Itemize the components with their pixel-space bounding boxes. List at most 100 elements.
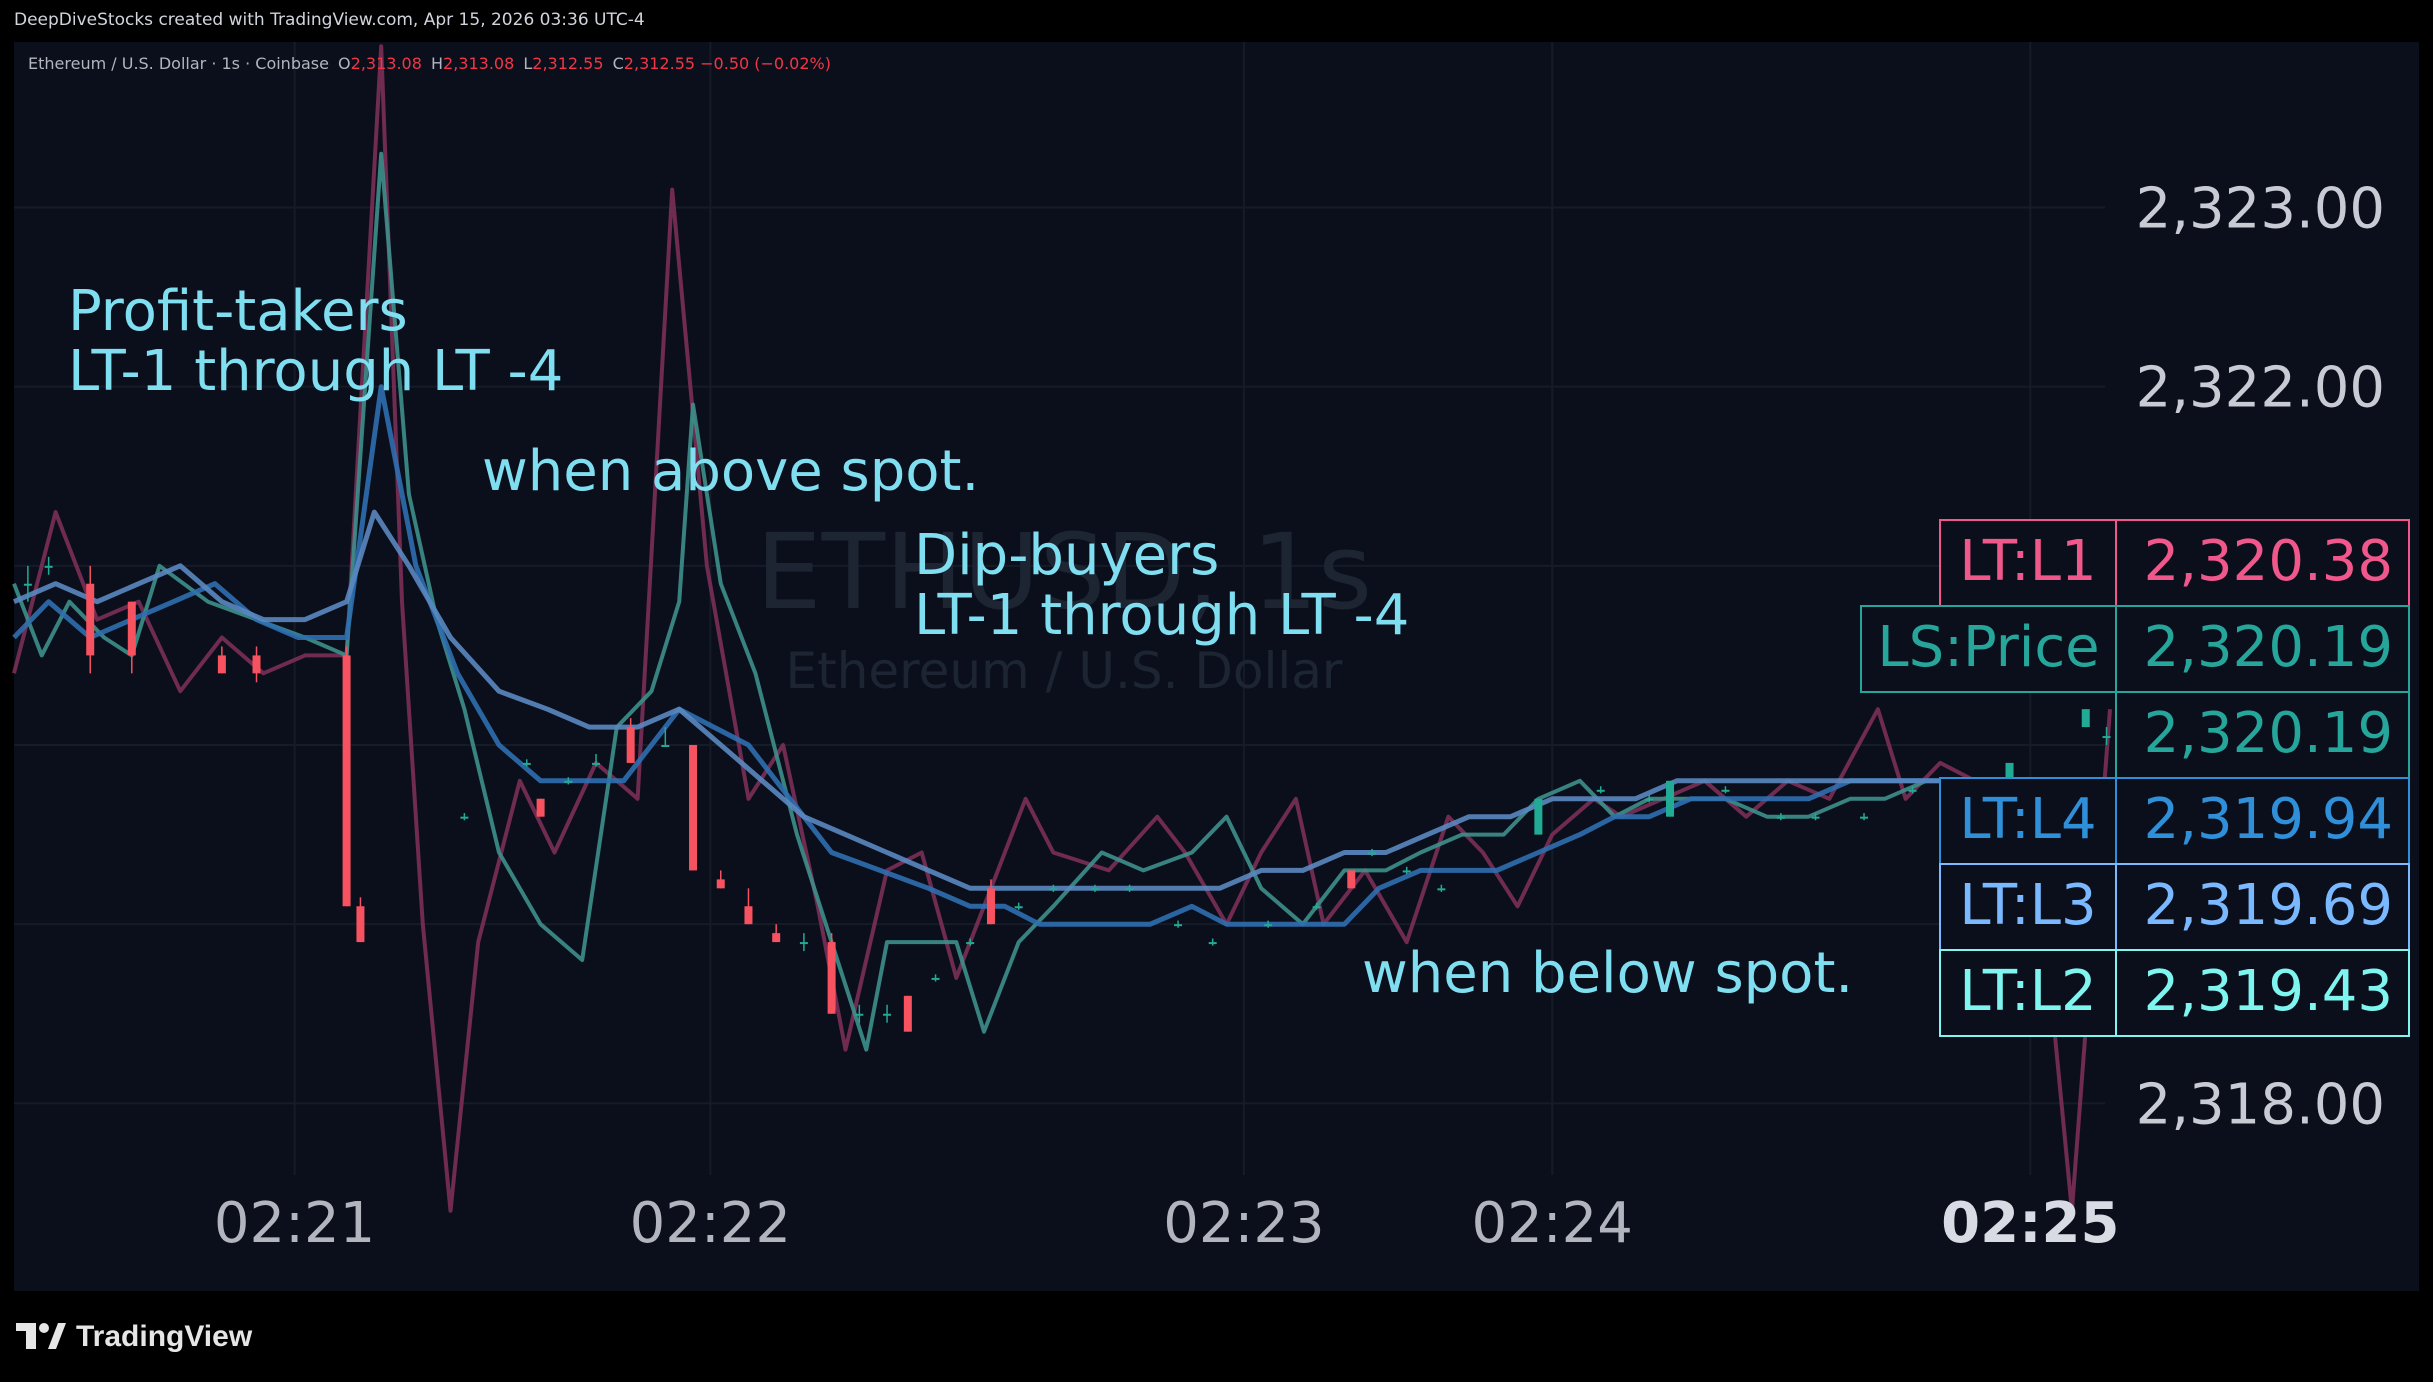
candle-down xyxy=(86,583,95,656)
candle-up xyxy=(1437,888,1446,891)
price-label-tag-box xyxy=(1939,519,2117,607)
candle-down xyxy=(903,995,912,1032)
candle-down xyxy=(252,655,261,674)
candle-down xyxy=(744,906,753,925)
candle-down xyxy=(217,655,226,674)
annotation-dip-line1: Dip-buyers xyxy=(914,523,1219,588)
candle-up xyxy=(44,565,53,568)
tradingview-logo-text: TradingView xyxy=(76,1320,253,1353)
price-label-tag-box xyxy=(1860,605,2117,693)
candle-up xyxy=(1174,924,1183,927)
candle-up xyxy=(1402,870,1411,873)
candle-down xyxy=(827,942,836,1014)
annotation-profit-line1: Profit-takers xyxy=(68,279,408,344)
candle-up xyxy=(661,745,670,747)
price-label-value-box xyxy=(2115,605,2410,693)
annotation-dip-line2: LT-1 through LT -4 xyxy=(914,583,1409,648)
candle-up xyxy=(460,816,469,819)
candle-up xyxy=(2102,736,2111,739)
annotation-profit-line2: LT-1 through LT -4 xyxy=(68,339,563,404)
candle-up xyxy=(855,1013,864,1016)
y-axis[interactable]: 2,323.00 2,322.00 2,318.00 xyxy=(2136,177,2385,1138)
credit-text: DeepDiveStocks created with TradingView.… xyxy=(14,10,645,30)
legend-low: 2,312.55 xyxy=(532,54,604,73)
candle-up xyxy=(931,977,940,980)
legend-symbol: Ethereum / U.S. Dollar · 1s · Coinbase xyxy=(28,54,329,73)
candle-up xyxy=(564,780,573,783)
candle-up xyxy=(2081,709,2090,728)
candle-up xyxy=(1368,852,1377,855)
candle-down xyxy=(536,798,545,817)
legend-c-label: C xyxy=(612,54,624,73)
candle-up xyxy=(1208,942,1217,945)
x-tick-label: 02:22 xyxy=(630,1191,791,1256)
price-label-value-box xyxy=(2115,519,2410,607)
legend-l-label: L xyxy=(523,54,533,73)
candle-up xyxy=(1721,789,1730,792)
candle-up xyxy=(1312,906,1321,909)
candle-down xyxy=(689,745,698,871)
candle-up xyxy=(1125,888,1134,891)
candle-down xyxy=(772,933,781,943)
price-label-tag-box xyxy=(1939,949,2117,1037)
legend-change: −0.50 (−0.02%) xyxy=(700,54,831,73)
legend-h-label: H xyxy=(430,54,444,73)
candle-down xyxy=(127,601,136,656)
top-bar: DeepDiveStocks created with TradingView.… xyxy=(0,0,2433,42)
price-label-value: 2,320.38 xyxy=(2144,529,2393,594)
price-label-value: 2,319.69 xyxy=(2144,873,2393,938)
candle-up xyxy=(1666,780,1675,817)
legend-open: 2,313.08 xyxy=(350,54,422,73)
candle-down xyxy=(356,906,365,943)
price-labels: 2,320.38 LT:L1 2,320.19 LS:Price 2,320.19 2,3… xyxy=(1860,519,2410,1037)
watermark-name: Ethereum / U.S. Dollar xyxy=(786,642,1343,700)
price-label-value: 2,319.94 xyxy=(2144,787,2393,852)
candle-up xyxy=(799,942,808,945)
candle-up xyxy=(1264,924,1273,927)
price-label-tag: LT:L4 xyxy=(1959,787,2096,852)
candle-up xyxy=(592,762,601,765)
y-tick-label: 2,322.00 xyxy=(2136,356,2385,421)
x-tick-label: 02:21 xyxy=(214,1191,375,1256)
legend-close: 2,312.55 xyxy=(623,54,696,73)
annotations: Profit-takers LT-1 through LT -4 when ab… xyxy=(68,279,1853,1006)
price-label-tag: LS:Price xyxy=(1877,615,2099,680)
price-label-tag: LT:L1 xyxy=(1959,529,2096,594)
candle-down xyxy=(626,727,635,763)
tradingview-logo[interactable]: TradingView xyxy=(16,1320,252,1354)
watermark: ETHUSD, 1s Ethereum / U.S. Dollar xyxy=(756,511,1372,700)
x-tick-label: 02:24 xyxy=(1472,1191,1633,1256)
candle-down xyxy=(1347,870,1356,889)
price-label-value: 2,320.19 xyxy=(2144,615,2393,680)
candle-up xyxy=(1860,816,1869,819)
price-label-value-box xyxy=(2115,949,2410,1037)
candle-up xyxy=(1534,798,1543,835)
symbol-legend: Ethereum / U.S. Dollar · 1s · Coinbase O… xyxy=(28,54,831,73)
price-label-value-box xyxy=(2115,777,2410,865)
price-label-tag: LT:L2 xyxy=(1959,959,2096,1024)
candle-up xyxy=(1596,789,1605,792)
candle-up xyxy=(1049,888,1058,891)
candle-down xyxy=(716,879,725,889)
series-line-ls-price xyxy=(12,151,2007,1052)
candle-up xyxy=(1776,816,1785,819)
candle-up xyxy=(1645,798,1654,801)
x-tick-label: 02:25 xyxy=(1941,1191,2119,1256)
candle-up xyxy=(23,583,32,586)
annotation-below: when below spot. xyxy=(1362,941,1853,1006)
x-axis[interactable]: 02:21 02:22 02:23 02:24 02:25 xyxy=(214,1191,2120,1256)
series-line-lt-l3 xyxy=(13,509,2007,891)
legend-o-label: O xyxy=(338,54,351,73)
candle-up xyxy=(1908,789,1917,792)
candle-down xyxy=(986,888,995,925)
candle-up xyxy=(1090,888,1099,891)
y-tick-label: 2,318.00 xyxy=(2136,1072,2385,1137)
tradingview-logo-icon xyxy=(16,1323,66,1349)
annotation-above: when above spot. xyxy=(482,439,979,504)
legend-high: 2,313.08 xyxy=(443,54,515,73)
price-label-value-box xyxy=(2115,863,2410,951)
price-label-value: 2,320.19 xyxy=(2144,701,2393,766)
x-tick-label: 02:23 xyxy=(1163,1191,1324,1256)
candle-up xyxy=(966,942,975,945)
